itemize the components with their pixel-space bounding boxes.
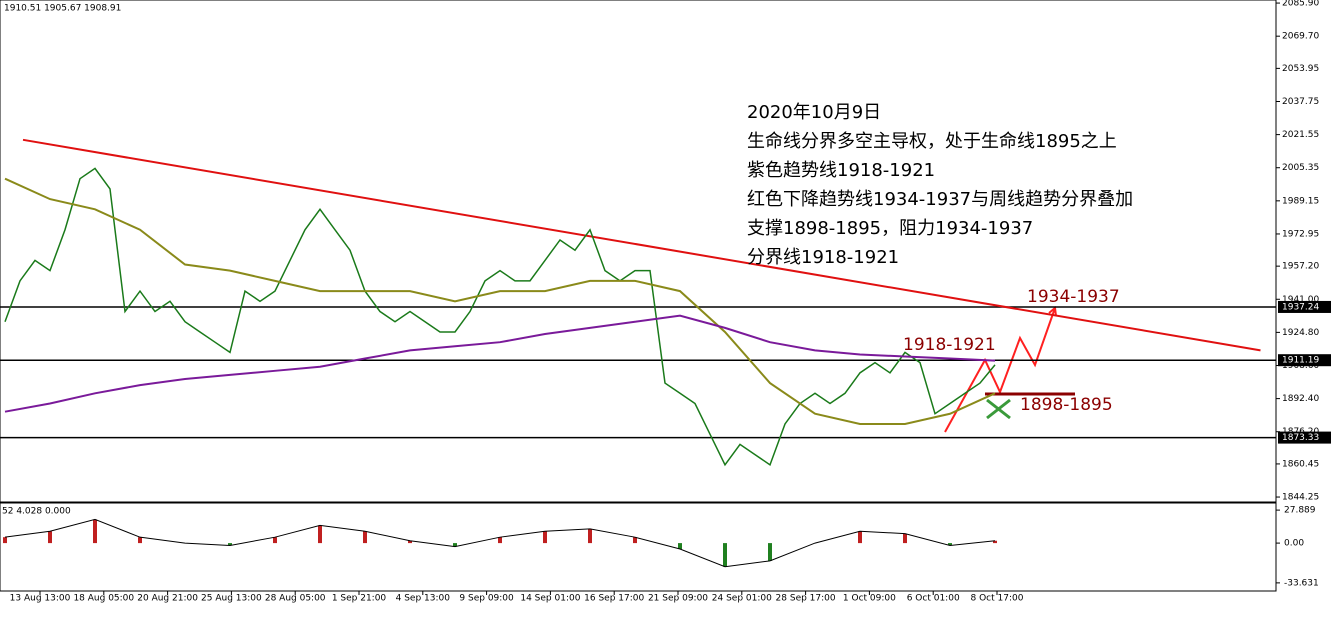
level-box [1278, 431, 1331, 444]
y-tick-label: 2053.95 [1282, 64, 1319, 74]
series-line [4, 167, 996, 467]
osc-bar [138, 537, 142, 544]
note: 支撑1898-1895，阻力1934-1937 [747, 218, 1033, 239]
osc-bar [633, 537, 637, 544]
y-tick-label: 2021.55 [1282, 130, 1319, 140]
zone-label: 1898-1895 [1020, 395, 1113, 415]
x-tick-label: 6 Oct 01:00 [907, 594, 960, 604]
level-box [1278, 300, 1331, 313]
osc-bar [273, 537, 277, 544]
note: 红色下降趋势线1934-1937与周线趋势分界叠加 [747, 189, 1133, 210]
oscillator-panel [0, 502, 1277, 592]
osc-bar [948, 543, 952, 546]
trendline [22, 138, 1261, 352]
x-tick-label: 9 Sep 09:00 [459, 594, 514, 604]
y-tick-label: 1844.25 [1282, 493, 1319, 503]
x-tick-label: 25 Aug 13:00 [201, 594, 262, 604]
zone-label: 1918-1921 [903, 335, 996, 355]
osc-bar [453, 543, 457, 547]
osc-bar [228, 543, 232, 546]
osc-bar [678, 543, 682, 550]
osc-bar [768, 543, 772, 561]
x-tick-label: 16 Sep 17:00 [584, 594, 644, 604]
osc-tick-label: 27.889 [1284, 506, 1316, 516]
header: 1910.51 1905.67 1908.91 [4, 4, 121, 14]
y-tick-label: 2085.90 [1282, 0, 1319, 9]
x-tick-label: 28 Sep 17:00 [776, 594, 836, 604]
osc-bar [543, 531, 547, 544]
note: 分界线1918-1921 [747, 247, 899, 268]
osc-tick-label: -33.631 [1284, 578, 1319, 588]
osc-bar [93, 519, 97, 544]
y-tick-label: 1957.20 [1282, 262, 1319, 272]
osc-tick-label: 0.00 [1284, 539, 1304, 549]
main-panel [0, 0, 1277, 503]
note: 紫色趋势线1918-1921 [747, 160, 935, 181]
x-tick-label: 13 Aug 13:00 [10, 594, 71, 604]
level-box [1278, 354, 1331, 367]
x-tick-label: 21 Sep 09:00 [648, 594, 708, 604]
osc-bar [993, 540, 997, 544]
level-label: 1937.24 [1282, 302, 1319, 312]
osc-bar [48, 531, 52, 544]
osc-bar [723, 543, 727, 567]
osc-bar [903, 533, 907, 544]
y-tick-label: 2069.70 [1282, 32, 1319, 42]
x-tick-label: 4 Sep 13:00 [396, 594, 451, 604]
level-label: 1873.33 [1282, 433, 1319, 443]
osc-line [4, 518, 996, 568]
osc-bar [588, 528, 592, 544]
x-tick-label: 1 Oct 09:00 [843, 594, 896, 604]
y-tick-label: 1892.40 [1282, 394, 1319, 404]
x-tick-label: 18 Aug 05:00 [73, 594, 134, 604]
y-tick-label: 2005.35 [1282, 163, 1319, 173]
x-tick-label: 8 Oct 17:00 [971, 594, 1024, 604]
y-tick-label: 1860.45 [1282, 459, 1319, 469]
y-tick-label: 1941.00 [1282, 295, 1319, 305]
osc-bar [318, 525, 322, 544]
osc-bar [408, 540, 412, 544]
x-tick-label: 14 Sep 01:00 [520, 594, 580, 604]
osc-header: 52 4.028 0.000 [2, 507, 71, 517]
x-tick-label: 20 Aug 21:00 [137, 594, 198, 604]
y-tick-label: 1972.95 [1282, 229, 1319, 239]
x-tick-label: 24 Sep 01:00 [712, 594, 772, 604]
y-tick-label: 1989.15 [1282, 196, 1319, 206]
y-tick-label: 2037.75 [1282, 97, 1319, 107]
level-label: 1911.19 [1282, 356, 1319, 366]
series-line [4, 177, 996, 425]
series-line [4, 314, 996, 413]
note: 2020年10月9日 [747, 102, 881, 123]
note: 生命线分界多空主导权，处于生命线1895之上 [747, 131, 1117, 152]
osc-bar [363, 531, 367, 544]
forecast-arrows [944, 306, 1057, 433]
y-tick-label: 1924.80 [1282, 328, 1319, 338]
osc-bar [3, 537, 7, 544]
zone-label: 1934-1937 [1027, 287, 1120, 307]
osc-bar [498, 537, 502, 544]
x-tick-label: 1 Sep 21:00 [332, 594, 387, 604]
osc-bar [858, 531, 862, 544]
x-tick-label: 28 Aug 05:00 [265, 594, 326, 604]
cross-mark [986, 398, 1011, 420]
